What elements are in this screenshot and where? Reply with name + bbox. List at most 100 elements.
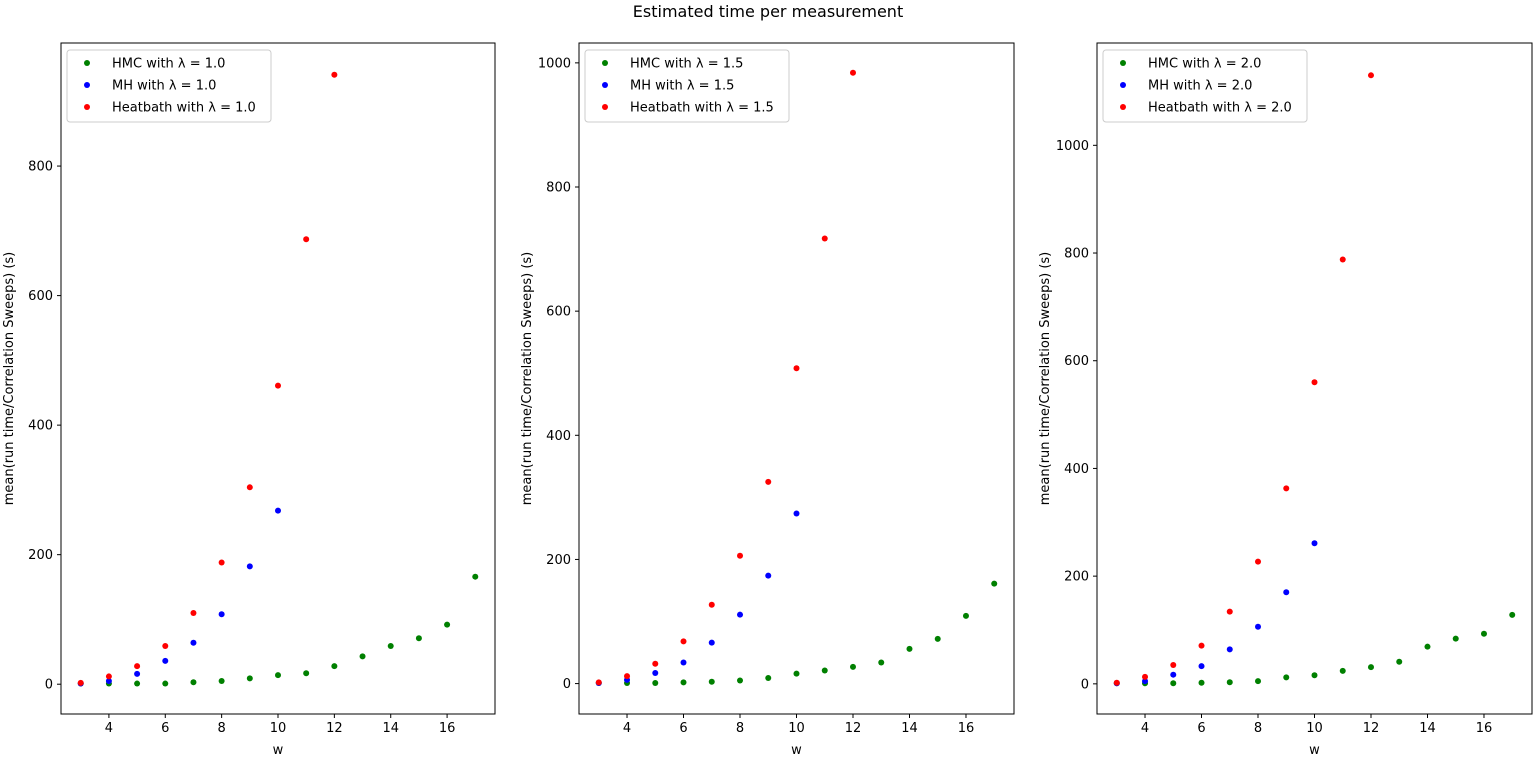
data-point [190, 639, 197, 646]
data-point [1113, 679, 1120, 686]
legend-marker [84, 60, 90, 66]
data-point [991, 580, 998, 587]
x-tick-label: 6 [1197, 721, 1205, 736]
data-point [1509, 611, 1516, 618]
data-point [246, 563, 253, 570]
chart-panel-2: 4 6 8 10 12 14 16 0 200 400 600 800 1000 w mean(run ti… [520, 42, 1015, 758]
legend-label: Heatbath with λ = 1.5 [630, 101, 774, 116]
data-point [1339, 667, 1346, 674]
x-tick-label: 14 [901, 721, 918, 736]
data-point [793, 365, 800, 372]
x-tick-label: 14 [1419, 721, 1436, 736]
data-point [708, 639, 715, 646]
legend-marker [1120, 104, 1126, 110]
data-point [708, 601, 715, 608]
x-tick-label: 6 [161, 721, 169, 736]
data-point [162, 657, 169, 664]
x-tick-label: 16 [1476, 721, 1493, 736]
y-tick-label: 400 [1064, 462, 1089, 477]
legend-marker [602, 82, 608, 88]
data-point [134, 663, 141, 670]
data-point [737, 611, 744, 618]
data-point [1255, 623, 1262, 630]
data-point [303, 670, 310, 677]
data-point [1142, 673, 1149, 680]
data-point [765, 572, 772, 579]
data-point [652, 679, 659, 686]
data-point [105, 677, 112, 684]
data-point [680, 659, 687, 666]
data-point [878, 659, 885, 666]
data-point [906, 645, 913, 652]
y-axis-label: mean(run time/Correlation Sweeps) (s) [1038, 252, 1053, 506]
y-tick-label: 200 [1064, 570, 1089, 585]
data-point [162, 642, 169, 649]
data-point [652, 660, 659, 667]
data-point [1367, 72, 1374, 79]
data-point [793, 510, 800, 517]
y-tick-label: 600 [546, 305, 571, 320]
x-tick-label: 10 [788, 721, 805, 736]
data-point [1283, 485, 1290, 492]
y-tick-label: 1000 [538, 56, 571, 71]
chart-panel-1: 4 6 8 10 12 14 16 0 200 400 600 800 w mean(run time/C… [2, 42, 496, 758]
plot-frame [578, 42, 1015, 715]
x-tick-label: 8 [1254, 721, 1262, 736]
data-point [737, 677, 744, 684]
data-point [134, 680, 141, 687]
data-point [595, 679, 602, 686]
x-tick-label: 12 [326, 721, 343, 736]
data-point [190, 679, 197, 686]
legend-label: MH with λ = 1.0 [112, 79, 216, 94]
data-point [737, 552, 744, 559]
data-point [765, 478, 772, 485]
data-point [218, 559, 225, 566]
data-point [1424, 643, 1431, 650]
data-point [1170, 671, 1177, 678]
legend-marker [84, 82, 90, 88]
legend-label: MH with λ = 2.0 [1148, 79, 1252, 94]
figure-title: Estimated time per measurement [632, 2, 904, 21]
data-point [190, 609, 197, 616]
y-axis-label: mean(run time/Correlation Sweeps) (s) [2, 252, 17, 506]
x-tick-label: 16 [439, 721, 456, 736]
data-point [849, 69, 856, 76]
legend-marker [1120, 60, 1126, 66]
data-point [105, 673, 112, 680]
data-point [1226, 646, 1233, 653]
x-tick-label: 4 [1141, 721, 1149, 736]
data-point [765, 674, 772, 681]
data-point [415, 635, 422, 642]
legend [66, 49, 272, 123]
data-point [962, 612, 969, 619]
legend-marker [602, 104, 608, 110]
y-tick-label: 200 [28, 548, 53, 563]
plot-frame [60, 42, 496, 715]
data-point [275, 672, 281, 679]
x-tick-label: 10 [270, 721, 287, 736]
data-point [303, 236, 310, 243]
legend-label: Heatbath with λ = 2.0 [1148, 101, 1292, 116]
x-axis-label: w [273, 743, 284, 758]
data-point [680, 638, 687, 645]
data-point [331, 71, 338, 78]
data-point [708, 678, 715, 685]
data-point [1311, 540, 1318, 547]
x-tick-label: 12 [845, 721, 862, 736]
data-point [1367, 664, 1374, 671]
y-tick-label: 400 [546, 429, 571, 444]
data-point [1198, 642, 1205, 649]
y-tick-label: 0 [45, 678, 53, 693]
x-tick-label: 14 [382, 721, 399, 736]
x-axis-label: w [791, 743, 802, 758]
data-point [1198, 679, 1205, 686]
y-tick-label: 400 [28, 419, 53, 434]
legend [1102, 49, 1308, 123]
data-point [246, 675, 253, 682]
x-tick-label: 4 [623, 721, 631, 736]
legend-marker [84, 104, 90, 110]
data-point [472, 573, 479, 580]
legend-label: HMC with λ = 1.0 [112, 57, 225, 72]
data-point [1480, 630, 1487, 637]
x-tick-label: 16 [958, 721, 975, 736]
